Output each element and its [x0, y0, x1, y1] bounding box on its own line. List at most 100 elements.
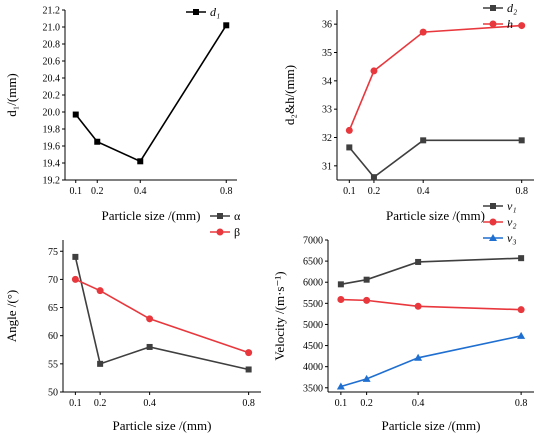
data-point: [518, 22, 526, 30]
y-tick-label: 7000: [303, 236, 323, 247]
data-point: [223, 22, 230, 29]
x-tick-label: 0.2: [94, 398, 107, 409]
legend-entry: v₂: [483, 215, 517, 229]
legend-entry: h: [483, 17, 513, 31]
legend-label: v₂: [507, 215, 517, 229]
series-d2: [346, 137, 525, 181]
data-point: [419, 28, 427, 36]
data-point: [97, 360, 104, 367]
y-tick-label: 4000: [303, 362, 323, 373]
legend-label: d₁: [210, 5, 220, 19]
data-point: [96, 287, 104, 295]
series-line: [340, 257, 522, 286]
data-point: [518, 137, 525, 144]
y-tick-label: 4500: [303, 341, 323, 352]
series-line: [75, 278, 249, 354]
data-point: [71, 275, 79, 283]
data-point: [94, 138, 101, 145]
chart-panel-2: 31 32 33 34 35 36 0.1 0.2 0.4 0.8 Particle size /(…: [282, 1, 534, 223]
data-point: [370, 67, 378, 75]
data-point: [370, 174, 377, 181]
data-point: [363, 276, 370, 283]
data-point: [72, 253, 79, 260]
data-point: [245, 366, 252, 373]
y-tick-label: 5500: [303, 299, 323, 310]
y-tick-label: 70: [48, 275, 58, 286]
legend-label: v₁: [507, 199, 517, 213]
y-axis-label: Angle /(°): [4, 290, 19, 343]
series-v1: [337, 255, 525, 288]
legend-marker: [489, 218, 497, 226]
y-tick-label: 50: [48, 388, 58, 399]
data-point: [414, 302, 422, 310]
y-tick-label: 21.0: [43, 23, 61, 34]
x-tick-label: 0.8: [515, 186, 528, 197]
y-tick-label: 20.0: [43, 108, 61, 119]
y-tick-label: 21.2: [43, 6, 61, 17]
legend-marker: [193, 9, 199, 15]
x-axis-label: Particle size /(mm): [113, 418, 212, 433]
legend-label: v₃: [507, 231, 517, 245]
series-series: [71, 275, 253, 357]
y-tick-label: 6000: [303, 278, 323, 289]
data-point: [346, 144, 353, 151]
chart-panel-1: 19.2 19.4 19.6 19.8 20.0 20.2 20.4 20.6 20.8 21.0…: [4, 5, 237, 223]
legend-entry: v₃: [483, 231, 517, 245]
data-point: [517, 331, 526, 339]
legend-label: α: [234, 209, 241, 223]
y-tick-label: 33: [322, 105, 332, 116]
y-tick-label: 5000: [303, 320, 323, 331]
data-point: [146, 343, 153, 350]
y-tick-label: 19.4: [43, 159, 61, 170]
y-tick-label: 6500: [303, 257, 323, 268]
x-axis-label: Particle size /(mm): [386, 208, 485, 223]
legend-marker: [489, 20, 497, 28]
y-tick-label: 20.4: [43, 74, 61, 85]
series-line: [340, 298, 522, 311]
y-tick-label: 32: [322, 133, 332, 144]
series-d1: [72, 22, 230, 165]
y-tick-label: 19.6: [43, 142, 61, 153]
legend-entry: v₁: [483, 199, 517, 213]
y-tick-label: 31: [322, 161, 332, 172]
y-axis-label: Velocity /(m·s⁻¹): [272, 271, 287, 360]
data-point: [137, 158, 144, 165]
y-axis-label: d₁/(mm): [4, 73, 19, 117]
legend-marker: [489, 234, 497, 241]
data-point: [337, 296, 345, 304]
series-series: [72, 253, 252, 373]
legend-label: d₂: [507, 1, 517, 15]
data-point: [245, 349, 253, 357]
legend-entry: α: [210, 209, 241, 223]
series-line: [74, 256, 249, 371]
y-tick-label: 34: [322, 76, 332, 87]
y-tick-label: 55: [48, 359, 58, 370]
series-h: [345, 22, 526, 134]
legend-label: h: [507, 17, 513, 31]
x-tick-label: 0.1: [343, 186, 356, 197]
legend-marker: [216, 228, 224, 236]
legend-marker: [490, 203, 496, 209]
y-axis-label: d₂&h/(mm): [282, 65, 297, 125]
legend-marker: [217, 213, 223, 219]
chart-panel-3: 50 55 60 65 70 75 0.1 0.2 0.4 0.8 Particle size /(…: [4, 209, 261, 433]
data-point: [415, 258, 422, 265]
series-line: [340, 335, 522, 388]
y-tick-label: 20.2: [43, 91, 61, 102]
data-point: [345, 126, 353, 134]
data-point: [146, 315, 154, 323]
data-point: [72, 111, 79, 118]
x-tick-label: 0.2: [360, 398, 373, 409]
x-axis-label: Particle size /(mm): [102, 208, 201, 223]
legend-entry: d₁: [186, 5, 220, 19]
data-point: [414, 353, 423, 361]
y-tick-label: 35: [322, 48, 332, 59]
x-tick-label: 0.8: [220, 186, 233, 197]
legend-entry: β: [210, 225, 240, 239]
data-point: [517, 306, 525, 314]
x-tick-label: 0.1: [335, 398, 348, 409]
series-line: [348, 24, 522, 131]
y-tick-label: 36: [322, 20, 332, 31]
series-line: [75, 24, 227, 163]
